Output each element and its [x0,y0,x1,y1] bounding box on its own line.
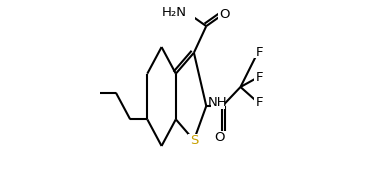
Text: O: O [220,8,230,21]
FancyBboxPatch shape [188,134,200,147]
Text: S: S [190,134,198,147]
Text: F: F [256,71,263,84]
FancyBboxPatch shape [210,96,225,109]
Text: H₂N: H₂N [162,6,187,19]
FancyBboxPatch shape [254,47,262,58]
FancyBboxPatch shape [254,96,262,108]
Text: O: O [214,131,225,144]
FancyBboxPatch shape [218,131,227,144]
Text: F: F [256,46,263,59]
Text: NH: NH [208,96,227,109]
FancyBboxPatch shape [218,8,227,21]
FancyBboxPatch shape [254,72,262,83]
Text: F: F [256,96,263,109]
FancyBboxPatch shape [178,8,195,21]
